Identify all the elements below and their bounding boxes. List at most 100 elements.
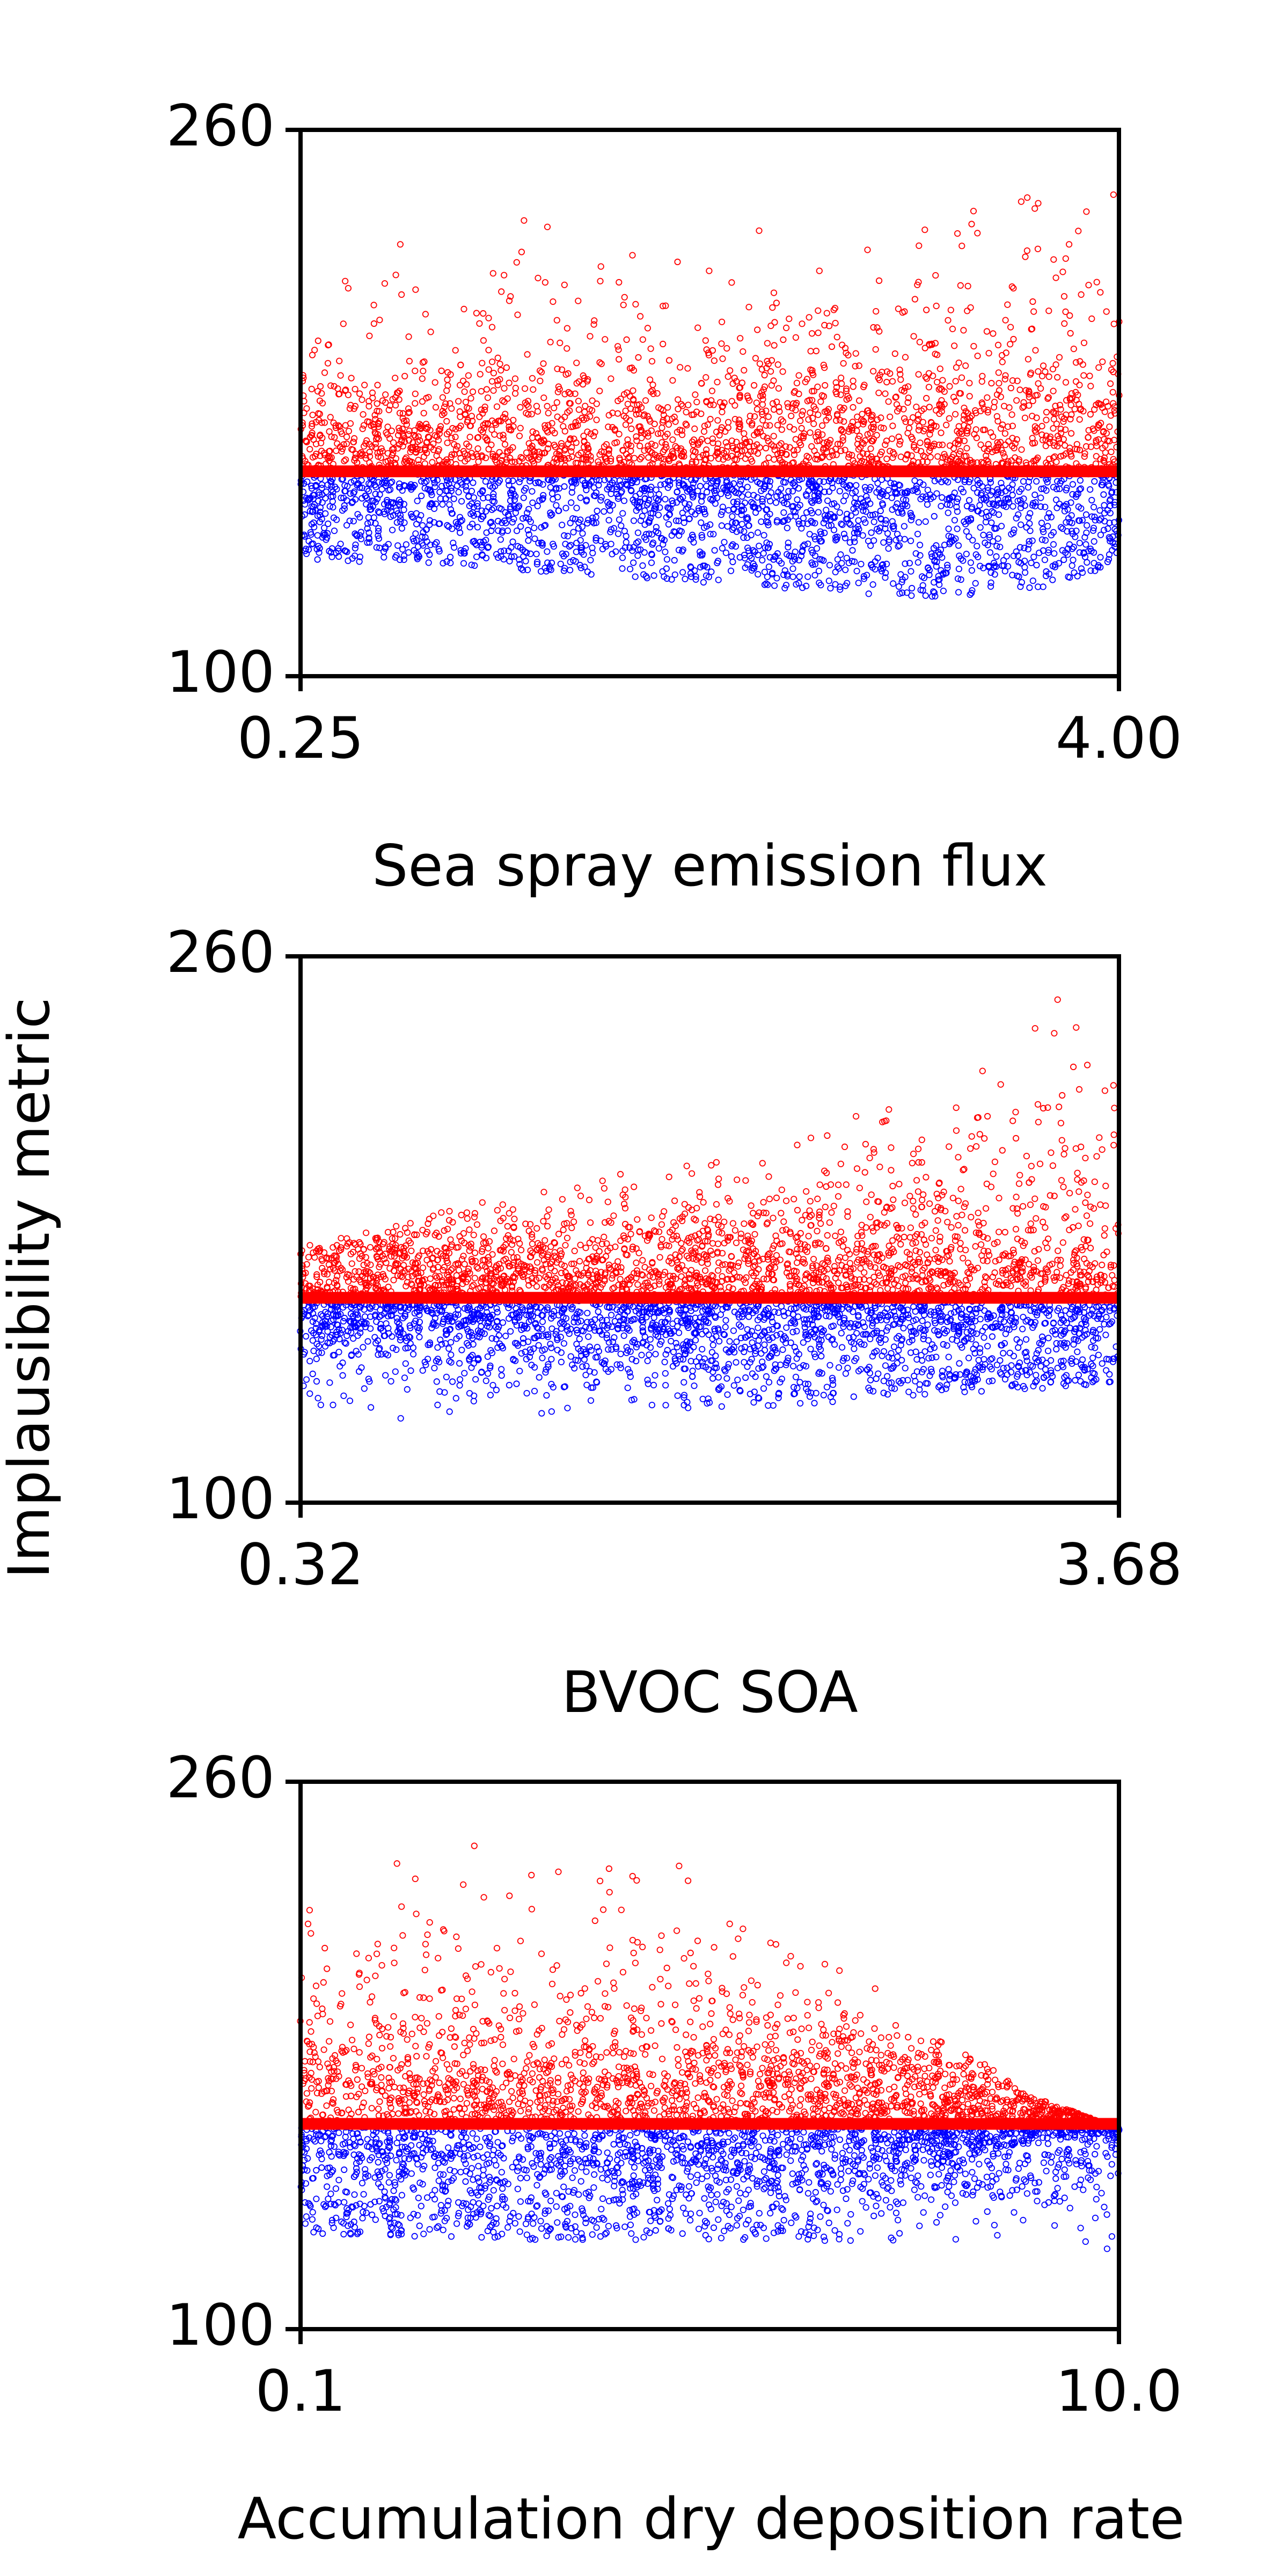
scatter-point-red	[950, 445, 957, 452]
scatter-point-blue	[815, 567, 823, 575]
scatter-point-blue	[394, 542, 401, 549]
scatter-point-blue	[1091, 503, 1097, 511]
scatter-point-blue	[1070, 557, 1077, 564]
scatter-point-blue	[718, 491, 724, 497]
scatter-point-blue	[1075, 503, 1082, 510]
scatter-point-red	[909, 414, 917, 421]
scatter-point-blue	[987, 569, 994, 576]
scatter-point-red	[1059, 268, 1066, 275]
scatter-point-red	[488, 324, 496, 331]
scatter-point-red	[764, 340, 771, 347]
scatter-point-red	[1058, 1137, 1065, 1144]
scatter-point-red	[557, 339, 564, 347]
scatter-point-blue	[694, 487, 701, 494]
scatter-point-red	[675, 406, 682, 413]
scatter-point-red	[544, 1213, 551, 1220]
scatter-point-red	[489, 1251, 496, 1258]
scatter-point-red	[771, 447, 778, 453]
scatter-point-red	[540, 394, 547, 401]
scatter-point-blue	[865, 590, 872, 597]
scatter-point-blue	[838, 560, 845, 567]
scatter-point-blue	[699, 1395, 706, 1402]
scatter-point-red	[533, 402, 540, 409]
scatter-point-red	[718, 340, 725, 347]
scatter-point-red	[1100, 1252, 1107, 1258]
scatter-point-blue	[547, 509, 554, 516]
scatter-point-red	[1099, 1146, 1106, 1153]
scatter-point-blue	[561, 483, 568, 490]
scatter-point-red	[444, 382, 451, 389]
scatter-point-red	[873, 431, 880, 439]
scatter-point-red	[774, 422, 781, 429]
scatter-point-red	[840, 418, 847, 425]
scatter-point-red	[812, 456, 819, 463]
scatter-point-blue	[455, 488, 462, 496]
scatter-point-red	[714, 445, 721, 452]
scatter-point-blue	[909, 513, 916, 520]
scatter-point-red	[806, 314, 813, 321]
scatter-point-red	[436, 426, 444, 433]
scatter-point-blue	[951, 517, 958, 524]
scatter-point-red	[1085, 282, 1092, 289]
scatter-point-red	[356, 390, 363, 397]
scatter-point-red	[775, 385, 782, 392]
scatter-point-blue	[741, 528, 748, 535]
scatter-point-red	[1032, 347, 1039, 354]
scatter-point-red	[669, 436, 676, 443]
scatter-point-red	[968, 1213, 975, 1220]
scatter-point-blue	[859, 532, 866, 539]
scatter-point-red	[753, 406, 761, 413]
scatter-point-red	[325, 341, 332, 349]
scatter-point-blue	[473, 553, 480, 560]
scatter-point-red	[1072, 378, 1080, 385]
scatter-point-blue	[719, 503, 726, 510]
scatter-point-blue	[885, 486, 892, 494]
scatter-point-red	[478, 406, 485, 413]
scatter-point-blue	[505, 477, 512, 485]
scatter-point-blue	[562, 504, 569, 511]
scatter-point-red	[808, 330, 816, 337]
scatter-point-blue	[898, 579, 905, 586]
scatter-point-red	[502, 411, 509, 418]
scatter-point-red	[854, 421, 861, 428]
scatter-point-red	[911, 296, 919, 303]
scatter-point-red	[738, 379, 746, 386]
scatter-point-blue	[553, 502, 560, 509]
scatter-point-blue	[773, 493, 780, 500]
scatter-point-red	[554, 413, 561, 420]
scatter-point-red	[384, 423, 391, 430]
scatter-point-red	[465, 372, 472, 379]
scatter-point-blue	[763, 507, 770, 514]
scatter-point-red	[829, 452, 836, 459]
scatter-point-red	[815, 411, 822, 418]
scatter-point-blue	[689, 1367, 696, 1374]
scatter-point-blue	[445, 523, 452, 530]
scatter-point-blue	[621, 528, 628, 535]
scatter-point-red	[321, 369, 328, 376]
scatter-point-red	[823, 310, 830, 317]
scatter-point-red	[810, 420, 817, 427]
scatter-point-blue	[568, 499, 575, 506]
scatter-point-blue	[862, 487, 869, 494]
scatter-point-blue	[1091, 478, 1098, 485]
scatter-point-red	[885, 1242, 892, 1249]
scatter-point-red	[1107, 380, 1114, 387]
scatter-point-red	[385, 406, 392, 413]
scatter-point-blue	[691, 567, 698, 574]
scatter-point-red	[644, 325, 652, 332]
scatter-point-blue	[497, 536, 504, 543]
scatter-point-red	[374, 407, 380, 415]
scatter-point-blue	[378, 486, 385, 493]
scatter-point-red	[1060, 436, 1067, 443]
scatter-point-red	[979, 372, 986, 379]
scatter-point-red	[826, 323, 833, 330]
scatter-point-red	[405, 405, 412, 412]
scatter-point-blue	[662, 1370, 669, 1377]
scatter-point-red	[583, 415, 590, 422]
scatter-point-red	[719, 355, 726, 362]
scatter-point-red	[957, 282, 964, 289]
scatter-point-blue	[832, 581, 839, 588]
scatter-point-red	[523, 401, 530, 408]
scatter-point-red	[964, 308, 971, 314]
scatter-point-blue	[990, 538, 997, 545]
